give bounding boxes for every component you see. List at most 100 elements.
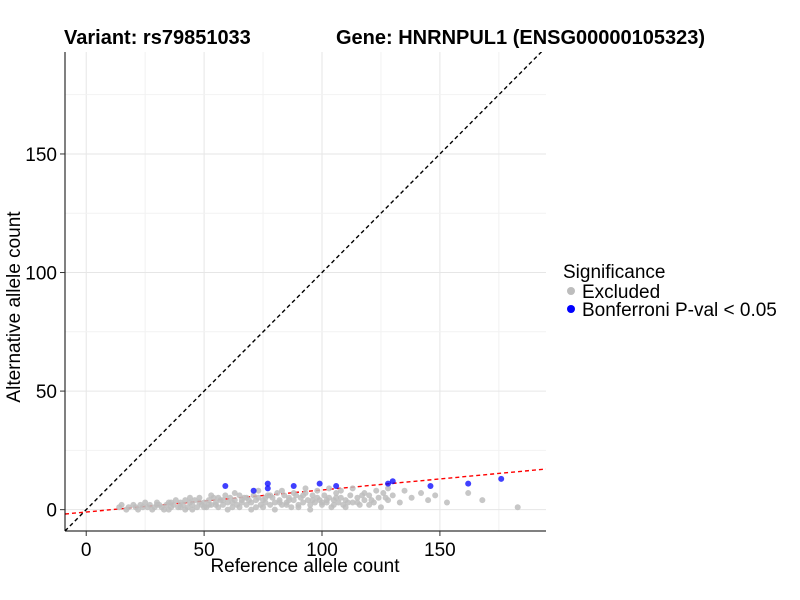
point-significant [250,487,257,494]
point-significant [333,482,340,489]
point-excluded [243,494,250,501]
point-excluded [443,499,450,506]
point-excluded [189,506,196,513]
point-excluded [146,501,153,508]
point-excluded [238,497,245,504]
point-excluded [276,499,283,506]
point-excluded [283,501,290,508]
point-excluded [354,494,361,501]
point-significant [389,478,396,485]
point-excluded [375,494,382,501]
point-excluded [196,494,203,501]
y-tick-label: 100 [25,264,57,285]
legend: Significance Excluded Bonferroni P-val <… [563,262,777,321]
legend-label-excluded: Excluded [582,282,660,303]
point-excluded [184,504,191,511]
point-excluded [321,492,328,499]
point-excluded [262,494,269,501]
point-excluded [139,504,146,511]
point-excluded [153,501,160,508]
reference-line-identity [65,52,543,531]
y-tick-label: 150 [25,145,57,166]
point-excluded [196,499,203,506]
point-excluded [118,501,125,508]
point-excluded [215,494,222,501]
point-excluded [354,499,361,506]
point-excluded [191,497,198,504]
point-excluded [359,492,366,499]
point-excluded [208,492,215,499]
point-excluded [267,492,274,499]
point-excluded [278,487,285,494]
point-excluded [219,501,226,508]
point-significant [465,480,472,487]
point-excluded [333,490,340,497]
point-excluded [161,506,168,513]
point-excluded [432,492,439,499]
point-excluded [326,485,333,492]
point-excluded [300,499,307,506]
point-excluded [337,487,344,494]
point-significant [264,480,271,487]
chart-title-variant: Variant: rs79851033 [64,27,251,49]
point-significant [385,480,392,487]
point-excluded [205,501,212,508]
point-excluded [236,504,243,511]
point-significant [222,482,229,489]
point-excluded [368,497,375,504]
point-excluded [319,499,326,506]
point-excluded [165,506,172,513]
point-excluded [366,492,373,499]
point-excluded [344,499,351,506]
point-significant [427,482,434,489]
point-excluded [307,506,314,513]
point-excluded [281,492,288,499]
point-excluded [347,492,354,499]
point-excluded [373,487,380,494]
point-excluded [335,499,342,506]
point-excluded [229,504,236,511]
point-excluded [142,499,149,506]
x-tick-label: 0 [81,540,92,561]
point-excluded [172,497,179,504]
point-excluded [285,497,292,504]
point-excluded [219,497,226,504]
point-excluded [250,492,257,499]
point-excluded [330,501,337,508]
point-excluded [201,504,208,511]
point-excluded [271,506,278,513]
point-significant [290,482,297,489]
point-excluded [274,490,281,497]
point-excluded [361,497,368,504]
point-excluded [366,501,373,508]
point-excluded [300,492,307,499]
point-excluded [380,490,387,497]
point-excluded [177,504,184,511]
legend-marker-excluded [567,287,575,295]
point-excluded [182,497,189,504]
point-excluded [248,506,255,513]
point-excluded [304,497,311,504]
point-excluded [465,490,472,497]
point-excluded [262,499,269,506]
point-excluded [309,497,316,504]
point-significant [316,480,323,487]
point-excluded [290,490,297,497]
point-excluded [418,490,425,497]
point-excluded [260,504,267,511]
point-excluded [514,504,521,511]
point-excluded [396,499,403,506]
point-excluded [314,487,321,494]
point-excluded [189,501,196,508]
legend-label-significant: Bonferroni P-val < 0.05 [582,300,777,321]
point-excluded [323,497,330,504]
point-excluded [224,506,231,513]
point-excluded [288,504,295,511]
point-excluded [349,499,356,506]
point-excluded [236,492,243,499]
point-excluded [168,499,175,506]
point-significant [264,485,271,492]
point-excluded [382,494,389,501]
point-excluded [271,499,278,506]
point-excluded [337,494,344,501]
